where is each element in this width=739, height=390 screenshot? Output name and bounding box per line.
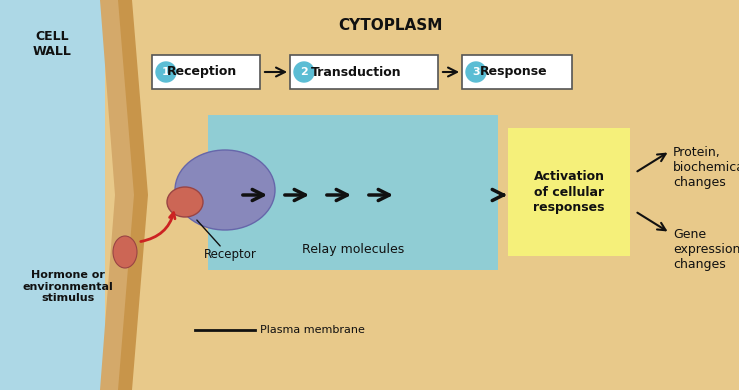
Text: Gene
expression
changes: Gene expression changes	[673, 228, 739, 271]
FancyBboxPatch shape	[508, 128, 630, 256]
Text: CELL
WALL: CELL WALL	[33, 30, 72, 58]
FancyBboxPatch shape	[290, 55, 438, 89]
Circle shape	[156, 62, 176, 82]
Text: Protein,
biochemical
changes: Protein, biochemical changes	[673, 146, 739, 189]
Text: Transduction: Transduction	[310, 66, 401, 78]
Ellipse shape	[113, 236, 137, 268]
FancyBboxPatch shape	[462, 55, 572, 89]
Text: 1: 1	[162, 67, 170, 77]
Text: Receptor: Receptor	[203, 248, 256, 261]
Bar	[0, 0, 105, 390]
Text: Plasma membrane: Plasma membrane	[260, 325, 365, 335]
Circle shape	[294, 62, 314, 82]
FancyBboxPatch shape	[208, 115, 498, 270]
Text: Hormone or
environmental
stimulus: Hormone or environmental stimulus	[23, 270, 113, 303]
Text: Activation
of cellular
responses: Activation of cellular responses	[534, 170, 605, 213]
Polygon shape	[100, 0, 145, 390]
Ellipse shape	[175, 150, 275, 230]
Circle shape	[466, 62, 486, 82]
Ellipse shape	[167, 187, 203, 217]
Text: 2: 2	[300, 67, 308, 77]
Polygon shape	[118, 0, 148, 390]
Text: Reception: Reception	[167, 66, 237, 78]
Text: 3: 3	[472, 67, 480, 77]
Text: Response: Response	[480, 66, 548, 78]
Text: CYTOPLASM: CYTOPLASM	[338, 18, 442, 33]
FancyBboxPatch shape	[152, 55, 260, 89]
Text: Relay molecules: Relay molecules	[302, 243, 404, 257]
